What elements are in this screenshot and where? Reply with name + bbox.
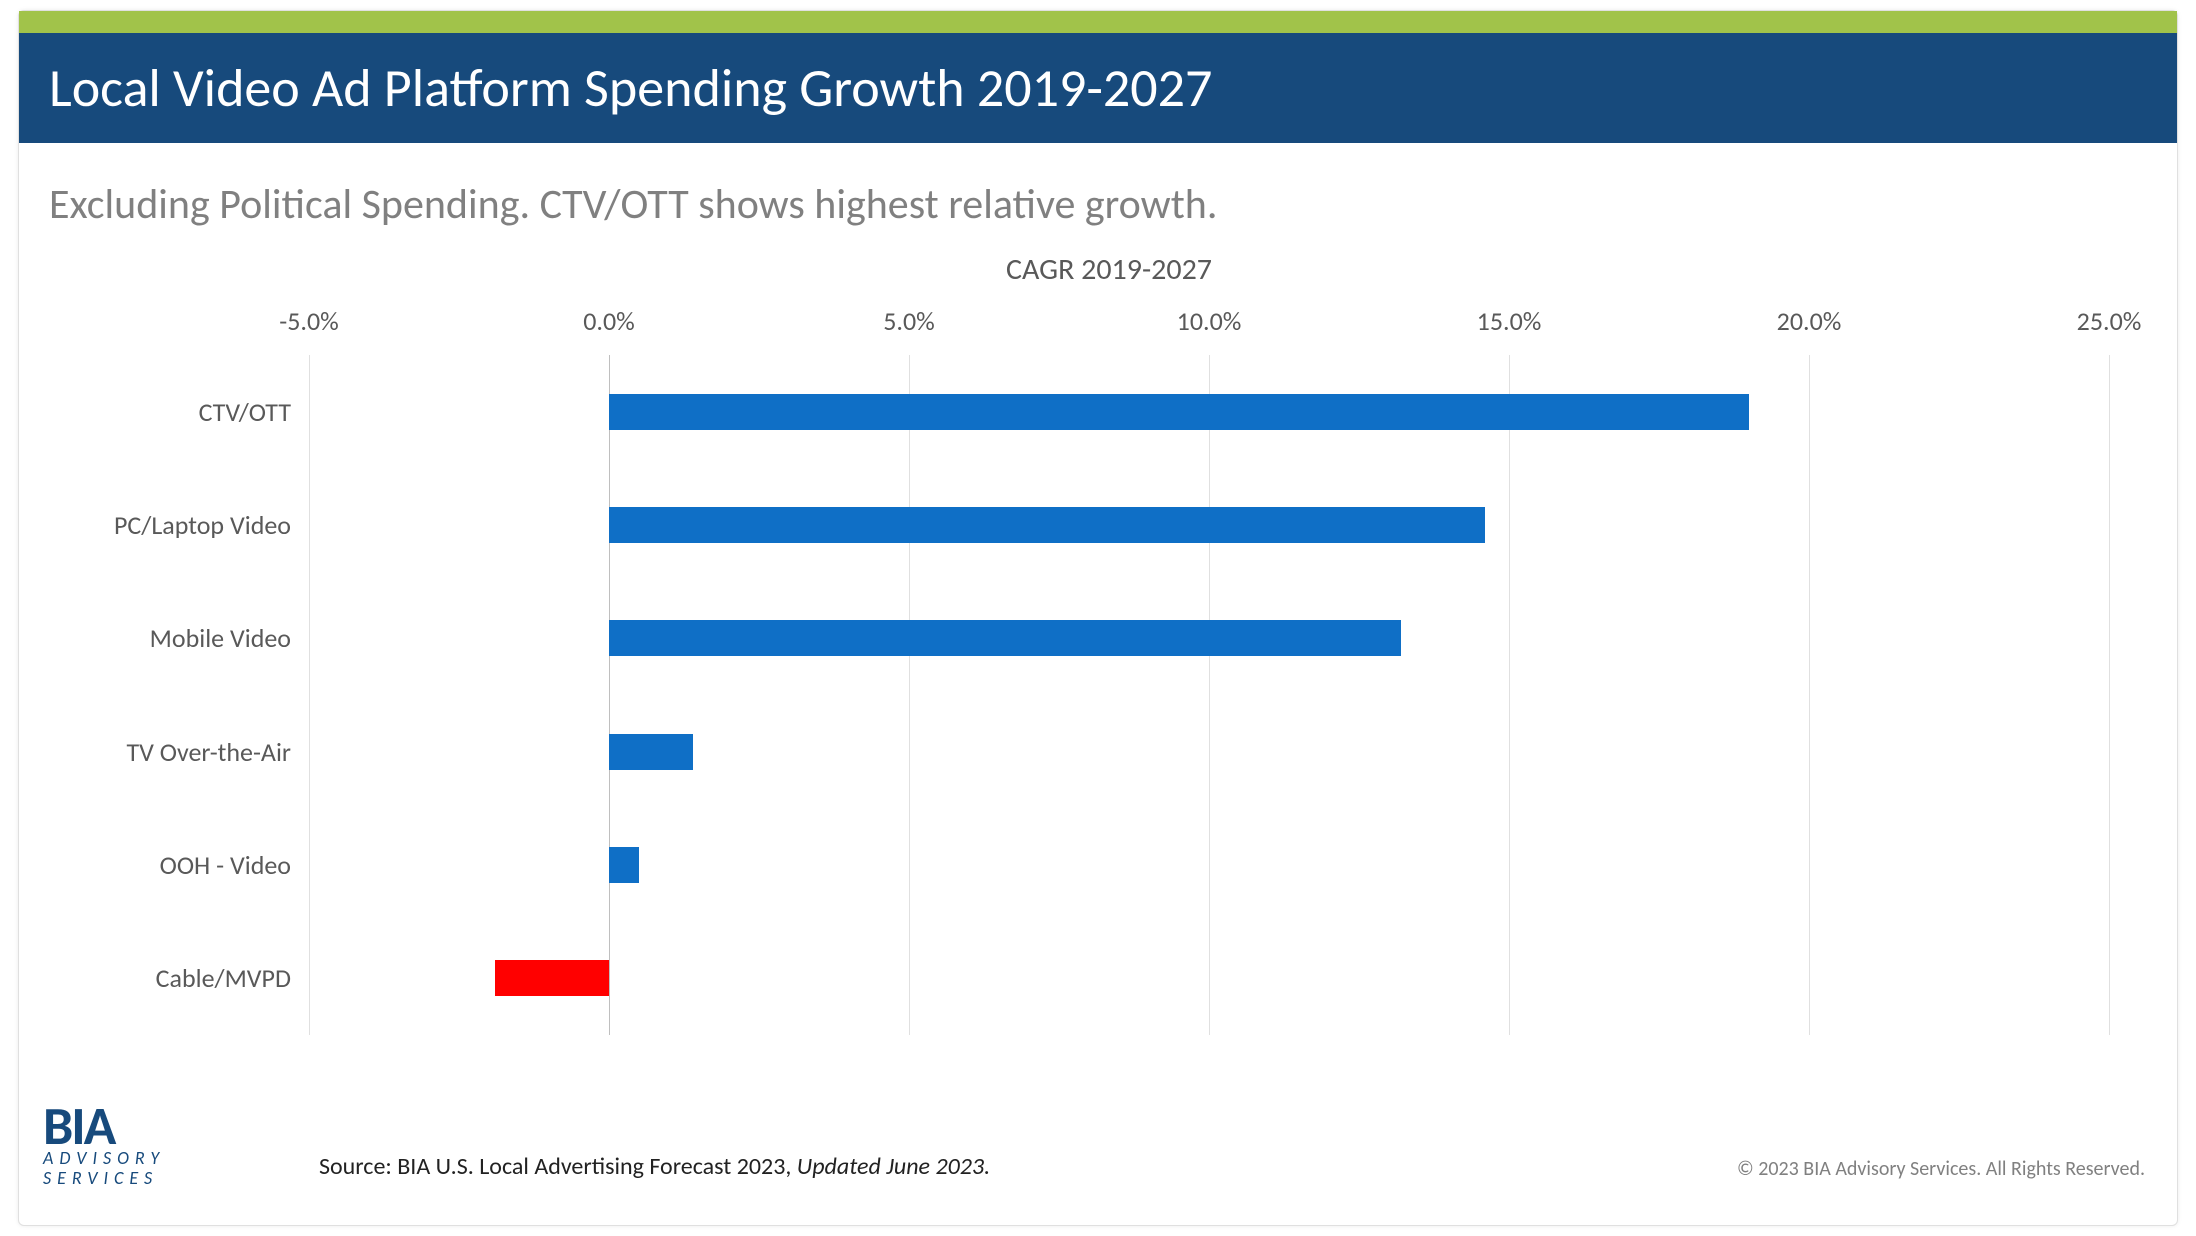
- x-tick-label: -5.0%: [279, 305, 338, 337]
- chart-area: CAGR 2019-2027 -5.0% 0.0% 5.0% 10.0% 15.0% 20…: [109, 251, 2109, 1051]
- chart-bar: [609, 620, 1401, 656]
- y-category-label: TV Over-the-Air: [109, 736, 291, 768]
- chart-bar: [609, 394, 1749, 430]
- chart-gridline: [309, 355, 310, 1035]
- x-tick-label: 25.0%: [2077, 305, 2142, 337]
- chart-gridline: [1509, 355, 1510, 1035]
- y-category-label: Cable/MVPD: [109, 962, 291, 994]
- zero-axis: [609, 355, 610, 1035]
- chart-gridline: [1209, 355, 1210, 1035]
- x-tick-label: 20.0%: [1777, 305, 1842, 337]
- slide-title: Local Video Ad Platform Spending Growth …: [49, 55, 1212, 121]
- title-bar: Local Video Ad Platform Spending Growth …: [19, 33, 2177, 143]
- x-tick-label: 0.0%: [583, 305, 635, 337]
- y-category-label: OOH - Video: [109, 849, 291, 881]
- chart-gridline: [2109, 355, 2110, 1035]
- logo: BIA ADVISORY SERVICES: [43, 1102, 165, 1189]
- chart-bar: [495, 960, 609, 996]
- source-italic: Updated June 2023.: [797, 1152, 990, 1181]
- slide-frame: Local Video Ad Platform Spending Growth …: [18, 10, 2178, 1226]
- chart-bar: [609, 507, 1485, 543]
- chart-bar: [609, 734, 693, 770]
- chart-gridline: [909, 355, 910, 1035]
- x-tick-label: 15.0%: [1477, 305, 1542, 337]
- logo-line3: SERVICES: [43, 1167, 158, 1189]
- logo-line2: ADVISORY: [43, 1147, 165, 1169]
- slide-subtitle: Excluding Political Spending. CTV/OTT sh…: [49, 179, 1217, 230]
- y-category-label: PC/Laptop Video: [109, 509, 291, 541]
- chart-bar: [609, 847, 639, 883]
- copyright: © 2023 BIA Advisory Services. All Rights…: [1737, 1157, 2145, 1181]
- logo-line1: BIA: [43, 1102, 114, 1151]
- chart-gridline: [1809, 355, 1810, 1035]
- y-category-label: Mobile Video: [109, 622, 291, 654]
- accent-bar: [19, 11, 2177, 33]
- x-tick-label: 10.0%: [1177, 305, 1242, 337]
- source-caption: Source: BIA U.S. Local Advertising Forec…: [319, 1152, 990, 1181]
- y-category-label: CTV/OTT: [109, 396, 291, 428]
- source-prefix: Source: BIA U.S. Local Advertising Forec…: [319, 1152, 797, 1181]
- chart-title: CAGR 2019-2027: [109, 251, 2109, 288]
- x-tick-label: 5.0%: [883, 305, 935, 337]
